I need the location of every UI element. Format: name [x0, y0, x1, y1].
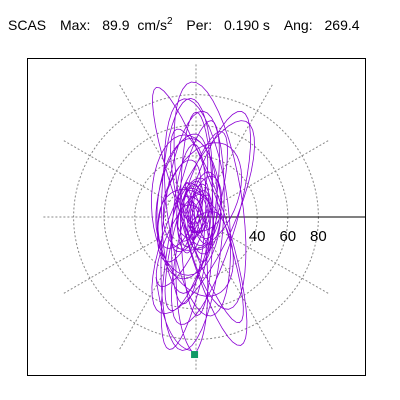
- per-label: Per:: [186, 17, 213, 33]
- motion-trace: [151, 81, 255, 356]
- polar-plot-frame: 40 60 80: [27, 58, 366, 376]
- particle-motion-chart: 40 60 80: [43, 64, 365, 370]
- ring-label-60: 60: [279, 228, 296, 245]
- grid-spoke-300: [210, 243, 273, 350]
- peak-marker: [191, 351, 199, 359]
- max-unit: cm/s2: [137, 16, 173, 33]
- grid-spoke-330: [222, 231, 329, 294]
- motion-trace-path: [151, 81, 255, 356]
- ang-label: Ang:: [283, 17, 313, 33]
- grid-spoke-60: [210, 84, 273, 191]
- ring-labels: 40 60 80: [249, 228, 327, 245]
- ring-label-80: 80: [310, 228, 327, 245]
- ring-label-40: 40: [249, 228, 266, 245]
- per-value: 0.190 s: [223, 17, 270, 33]
- grid-spoke-30: [222, 140, 329, 203]
- grid-spoke-150: [63, 140, 170, 203]
- station-code: SCAS: [8, 17, 47, 33]
- grid-spoke-120: [119, 84, 182, 191]
- grid-spoke-210: [63, 231, 170, 294]
- max-label: Max:: [60, 17, 91, 33]
- max-value: 89.9: [102, 17, 130, 33]
- ang-value: 269.4: [324, 17, 360, 33]
- plot-header: SCAS Max: 89.9 cm/s2 Per: 0.190 s Ang: 2…: [8, 16, 360, 38]
- peak-marker-layer: [191, 351, 199, 359]
